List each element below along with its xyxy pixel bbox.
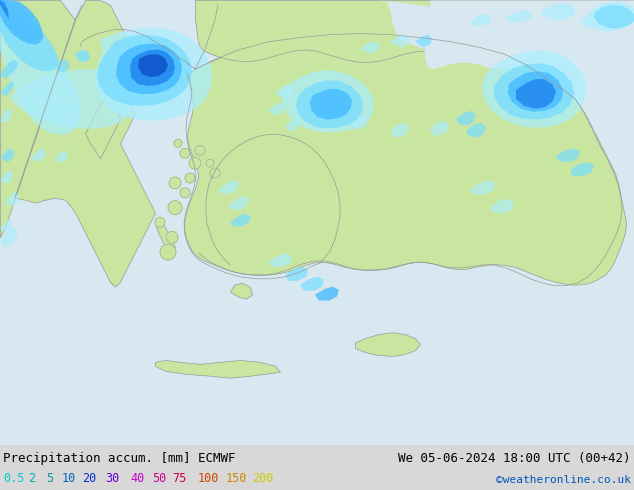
Text: 30: 30 [105,472,119,485]
Text: Precipitation accum. [mm] ECMWF: Precipitation accum. [mm] ECMWF [3,452,235,465]
Text: 50: 50 [152,472,166,485]
Text: 100: 100 [198,472,219,485]
Text: 20: 20 [82,472,96,485]
Text: 75: 75 [172,472,186,485]
Circle shape [155,218,165,227]
Circle shape [160,244,176,260]
Circle shape [206,159,214,167]
Text: 2: 2 [28,472,35,485]
Text: 10: 10 [62,472,76,485]
Circle shape [210,168,220,178]
Circle shape [185,173,195,183]
Text: ©weatheronline.co.uk: ©weatheronline.co.uk [496,475,631,485]
Text: 200: 200 [252,472,273,485]
Text: We 05-06-2024 18:00 UTC (00+42): We 05-06-2024 18:00 UTC (00+42) [399,452,631,465]
Circle shape [180,148,190,158]
Text: 5: 5 [46,472,53,485]
Circle shape [166,231,178,243]
Text: 40: 40 [130,472,145,485]
Text: 150: 150 [226,472,247,485]
Circle shape [189,157,201,169]
Circle shape [169,177,181,189]
Circle shape [168,201,182,215]
Circle shape [180,188,190,198]
Circle shape [195,146,205,155]
Circle shape [174,140,182,147]
Text: 0.5: 0.5 [3,472,24,485]
